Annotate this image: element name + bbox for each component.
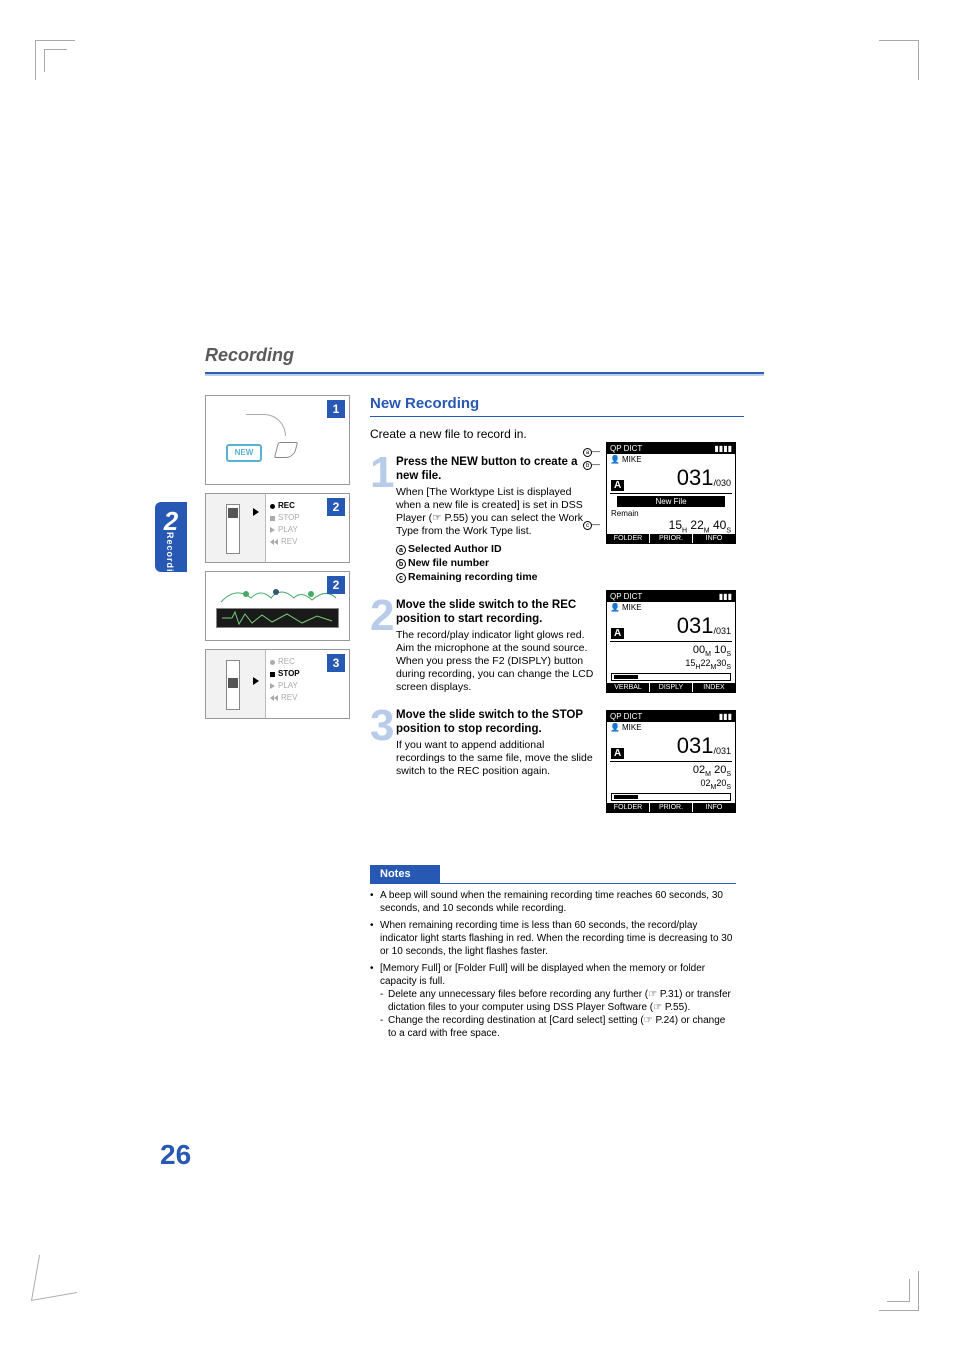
crop-mark — [879, 40, 919, 80]
page-number: 26 — [160, 1139, 191, 1171]
intro-text: Create a new file to record in. — [370, 427, 744, 441]
step-badge: 2 — [327, 576, 345, 594]
notes-heading: Notes — [370, 865, 440, 883]
play-label: PLAY — [278, 524, 298, 536]
play-label: PLAY — [278, 680, 298, 692]
lcd-screen-3: QP DICT▮▮▮ 👤MIKE A031/031 02M 20S 02M20S… — [606, 710, 736, 813]
chapter-label: Recording — [165, 532, 175, 586]
heading-new-recording: New Recording — [370, 395, 744, 412]
new-button-icon: NEW — [226, 444, 262, 462]
step-badge: 3 — [327, 654, 345, 672]
note-item: [Memory Full] or [Folder Full] will be d… — [370, 962, 736, 1040]
rec-label: REC — [278, 500, 295, 512]
crop-mark — [35, 1251, 95, 1311]
erase-icon — [276, 442, 300, 462]
step-badge: 1 — [327, 400, 345, 418]
page-title: Recording — [205, 345, 294, 366]
stop-label: STOP — [278, 668, 300, 680]
step-number: 2 — [370, 598, 396, 694]
note-subitem: Delete any unnecessary files before reco… — [380, 988, 736, 1014]
step-number: 3 — [370, 708, 396, 778]
diagram-slide-stop: REC STOP PLAY REV 3 — [205, 649, 350, 719]
diagram-sound-wave: 2 — [205, 571, 350, 641]
rev-label: REV — [281, 692, 297, 704]
crop-mark — [35, 40, 75, 80]
diagram-new-button: NEW 1 — [205, 395, 350, 485]
diagram-slide-rec: REC STOP PLAY REV 2 — [205, 493, 350, 563]
rev-label: REV — [281, 536, 297, 548]
callout-c: c— — [583, 520, 600, 530]
crop-mark — [879, 1271, 919, 1311]
diagram-column: NEW 1 REC STOP PLAY REV 2 2 — [205, 395, 350, 727]
chapter-tab: 2 Recording — [155, 502, 187, 572]
lcd-screen-2: QP DICT▮▮▮ 👤MIKE A031/031 00M 10S 15H22M… — [606, 590, 736, 693]
rec-label: REC — [278, 656, 295, 668]
notes-section: Notes A beep will sound when the remaini… — [370, 865, 736, 1044]
step-sub: The record/play indicator light glows re… — [396, 629, 594, 694]
callout-a: a— — [583, 447, 600, 457]
step-badge: 2 — [327, 498, 345, 516]
step-number: 1 — [370, 455, 396, 584]
title-rule — [205, 372, 764, 376]
note-subitem: Change the recording destination at [Car… — [380, 1014, 736, 1040]
step-sub: When [The Worktype List is displayed whe… — [396, 486, 594, 538]
callout-b: b— — [583, 460, 600, 470]
lcd-screen-1: QP DICT▮▮▮▮ 👤MIKE A031/030 New File Rema… — [606, 442, 736, 544]
note-item: When remaining recording time is less th… — [370, 919, 736, 958]
stop-label: STOP — [278, 512, 300, 524]
step-sub: If you want to append additional recordi… — [396, 739, 594, 778]
note-item: A beep will sound when the remaining rec… — [370, 889, 736, 915]
